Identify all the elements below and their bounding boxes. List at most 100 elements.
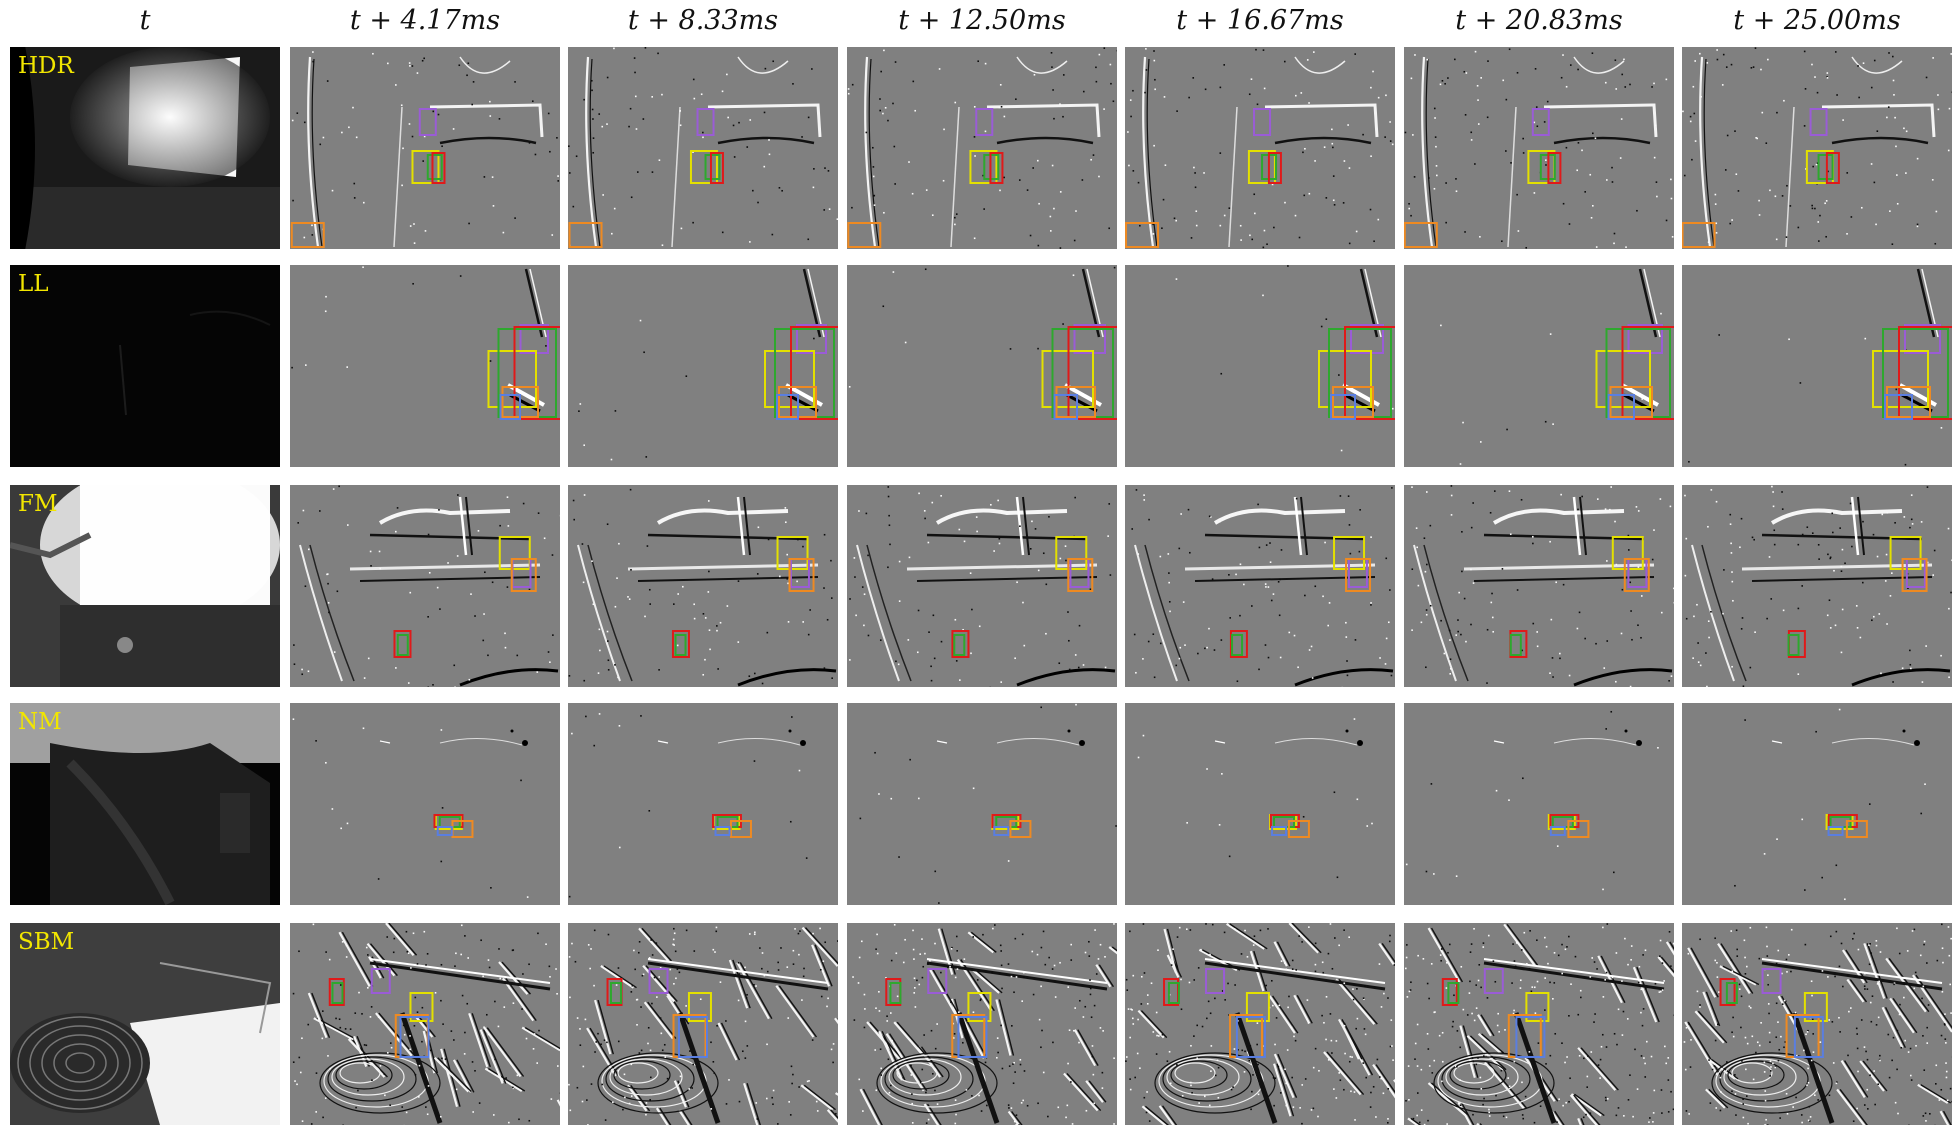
event-frame-hdr-5	[1404, 47, 1674, 249]
bounding-box-blue	[957, 1016, 988, 1058]
bounding-box-green	[396, 634, 409, 656]
bounding-box-green	[953, 634, 966, 656]
event-frame-sbm-4	[1125, 923, 1395, 1125]
event-background	[1404, 703, 1674, 905]
bounding-box-purple	[1205, 968, 1226, 994]
column-header-4: t + 16.67ms	[1176, 5, 1344, 36]
event-background	[847, 923, 1117, 1125]
bounding-box-blue	[1793, 1016, 1824, 1058]
event-frame-hdr-2	[568, 47, 838, 249]
bounding-box-purple	[1531, 108, 1550, 136]
event-background	[847, 265, 1117, 467]
event-frame-sbm-3	[847, 923, 1117, 1125]
event-background	[568, 703, 838, 905]
bounding-box-blue	[1827, 826, 1844, 836]
bounding-box-red	[1898, 326, 1952, 420]
event-frame-fm-1	[290, 485, 560, 687]
event-background	[290, 47, 560, 249]
bounding-box-green	[674, 634, 687, 656]
bounding-box-orange	[290, 222, 325, 248]
event-background	[290, 265, 560, 467]
bounding-box-orange	[1609, 386, 1653, 418]
bounding-box-yellow	[498, 536, 531, 570]
bounding-box-red	[671, 630, 690, 658]
bounding-box-blue	[1235, 1016, 1266, 1058]
bounding-box-red	[393, 630, 412, 658]
row-label-nm: NM	[18, 709, 62, 735]
bounding-box-green	[609, 982, 622, 1004]
bounding-box-purple	[1761, 968, 1782, 994]
bounding-box-yellow	[1889, 536, 1922, 570]
bounding-box-purple	[927, 968, 948, 994]
bounding-box-purple	[1073, 324, 1106, 354]
event-frame-hdr-3	[847, 47, 1117, 249]
bounding-box-yellow	[969, 150, 998, 184]
bounding-box-green	[1167, 982, 1180, 1004]
bounding-box-blue	[1271, 826, 1288, 836]
bounding-box-green	[1787, 634, 1800, 656]
event-background	[290, 703, 560, 905]
bounding-box-blue	[1549, 826, 1566, 836]
bounding-box-orange	[1623, 558, 1650, 592]
event-frame-ll-3	[847, 265, 1117, 467]
bounding-box-orange	[1345, 558, 1372, 592]
event-frame-fm-6	[1682, 485, 1952, 687]
bounding-box-purple	[1809, 108, 1828, 136]
bounding-box-blue	[1607, 394, 1635, 420]
event-frame-nm-4	[1125, 703, 1395, 905]
bounding-box-orange	[1901, 558, 1928, 592]
bounding-box-purple	[519, 324, 549, 354]
bounding-box-blue	[677, 1016, 708, 1058]
bounding-box-green	[331, 982, 344, 1004]
bounding-box-orange	[1067, 558, 1094, 592]
event-frame-ll-5	[1404, 265, 1674, 467]
event-frame-hdr-1	[290, 47, 560, 249]
bounding-box-green	[426, 154, 443, 180]
bounding-box-red	[1229, 630, 1248, 658]
column-header-5: t + 20.83ms	[1455, 5, 1623, 36]
bounding-box-orange	[1009, 820, 1032, 838]
event-frame-sbm-2	[568, 923, 838, 1125]
column-header-6: t + 25.00ms	[1733, 5, 1901, 36]
bounding-box-purple	[418, 108, 437, 136]
bounding-box-yellow	[409, 992, 434, 1022]
bounding-box-red	[1267, 152, 1282, 184]
bounding-box-red	[790, 326, 838, 420]
bounding-box-orange	[788, 558, 815, 592]
bounding-box-orange	[510, 558, 537, 592]
event-frame-fm-5	[1404, 485, 1674, 687]
bounding-box-red	[328, 978, 345, 1006]
event-background	[568, 923, 838, 1125]
bounding-box-red	[951, 630, 970, 658]
event-background	[1125, 265, 1395, 467]
event-background	[1682, 47, 1952, 249]
bounding-box-red	[1719, 978, 1736, 1006]
bounding-box-green	[889, 982, 902, 1004]
bounding-box-purple	[370, 968, 391, 994]
bounding-box-purple	[1350, 324, 1384, 354]
bounding-box-orange	[1567, 820, 1590, 838]
bounding-box-yellow	[487, 350, 537, 408]
event-frame-fm-3	[847, 485, 1117, 687]
row-label-sbm: SBM	[18, 929, 75, 955]
bounding-box-purple	[1483, 968, 1504, 994]
event-frame-sbm-5	[1404, 923, 1674, 1125]
bounding-box-yellow	[1872, 350, 1929, 408]
event-frame-nm-1	[290, 703, 560, 905]
event-frame-sbm-6	[1682, 923, 1952, 1125]
event-background	[847, 703, 1117, 905]
bounding-box-blue	[1884, 394, 1913, 420]
event-frame-sbm-1	[290, 923, 560, 1125]
event-frame-nm-2	[568, 703, 838, 905]
bounding-box-blue	[1330, 394, 1356, 420]
frame-image-nm: NM	[10, 703, 280, 905]
row-label-hdr: HDR	[18, 53, 74, 79]
frame-image-hdr: HDR	[10, 47, 280, 249]
event-background	[568, 47, 838, 249]
bounding-box-blue	[499, 394, 521, 420]
bounding-box-yellow	[689, 150, 718, 184]
bounding-box-yellow	[1245, 992, 1270, 1022]
bounding-box-red	[431, 152, 446, 184]
event-background	[847, 47, 1117, 249]
frame-image-sbm: SBM	[10, 923, 280, 1125]
